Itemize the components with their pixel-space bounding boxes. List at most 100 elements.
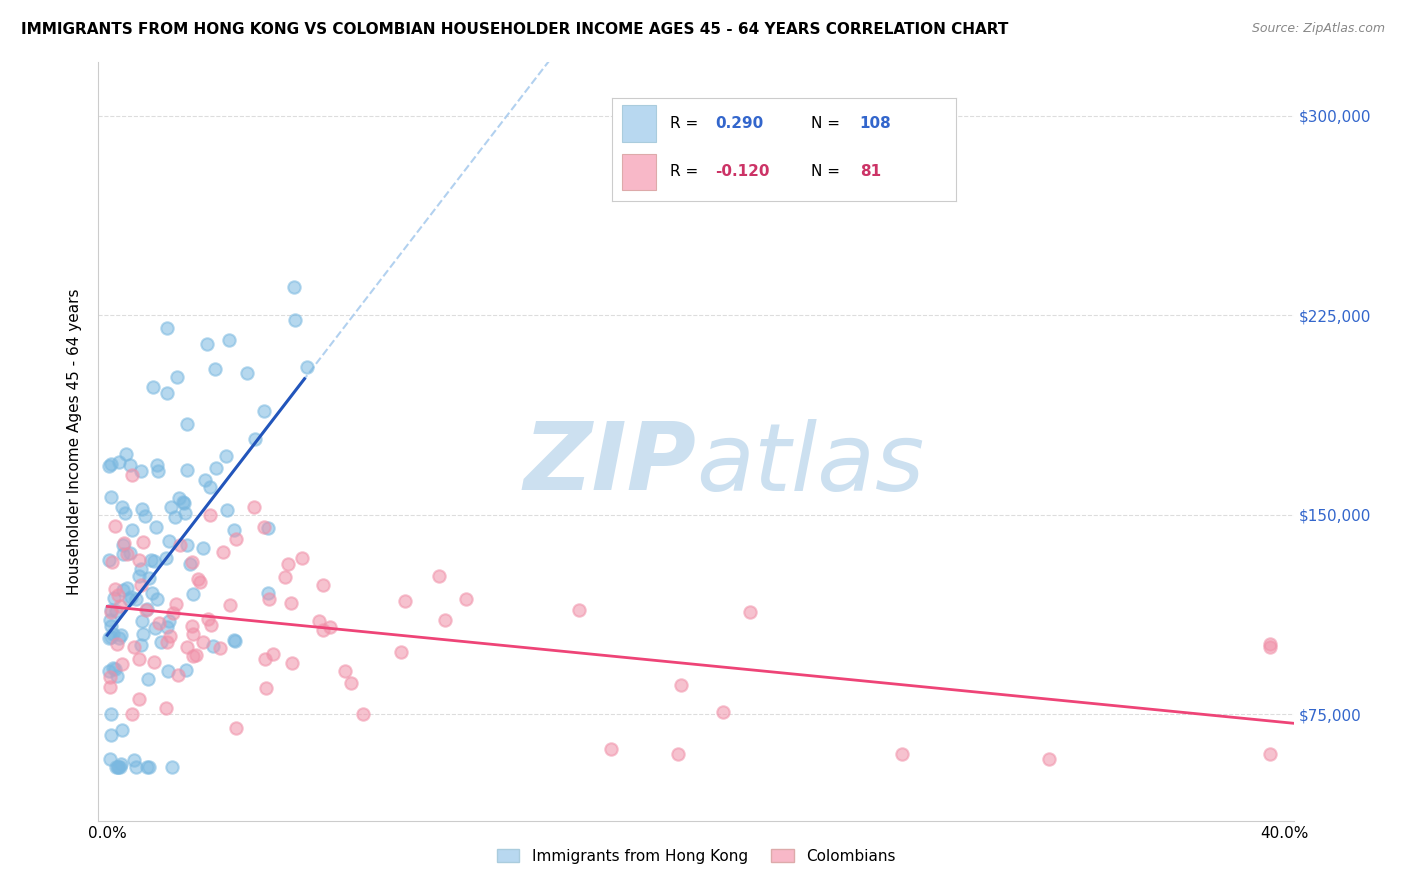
Point <box>176 463 198 477</box>
Point <box>165 597 187 611</box>
Point <box>112 536 135 550</box>
Point <box>160 500 183 515</box>
Point <box>111 723 134 737</box>
Point <box>131 502 153 516</box>
Point <box>274 570 297 584</box>
Point <box>280 596 302 610</box>
Point <box>100 490 122 504</box>
Point <box>173 496 195 510</box>
Point <box>333 664 356 678</box>
Point <box>162 606 184 620</box>
Point <box>308 614 330 628</box>
Point <box>222 523 245 537</box>
Point <box>129 561 152 575</box>
Point <box>111 583 134 598</box>
Point <box>200 618 222 632</box>
Point <box>181 587 204 601</box>
Point <box>98 613 121 627</box>
Point <box>145 520 167 534</box>
Point <box>256 521 278 535</box>
Point <box>121 706 143 721</box>
Point <box>135 603 157 617</box>
Point <box>283 279 305 293</box>
Point <box>176 640 198 655</box>
Point <box>568 603 591 617</box>
Point <box>146 591 169 606</box>
Point <box>111 657 134 671</box>
Point <box>193 541 215 555</box>
Point <box>159 533 181 548</box>
Point <box>243 432 266 446</box>
Point <box>118 592 141 607</box>
Point <box>669 678 692 692</box>
Point <box>215 503 238 517</box>
Point <box>98 631 121 645</box>
Point <box>225 532 247 546</box>
Point <box>115 547 138 561</box>
Point <box>115 581 138 595</box>
Point <box>143 621 166 635</box>
Bar <box>621 105 657 142</box>
Text: atlas: atlas <box>696 418 924 510</box>
Point <box>98 751 121 765</box>
Point <box>167 491 190 505</box>
Point <box>141 553 163 567</box>
Point <box>155 551 177 566</box>
Point <box>181 618 204 632</box>
Point <box>103 627 125 641</box>
Text: ZIP: ZIP <box>523 418 696 510</box>
Point <box>131 614 153 628</box>
Point <box>224 634 246 648</box>
Point <box>104 604 127 618</box>
Point <box>108 599 131 613</box>
Point <box>179 558 201 572</box>
Point <box>427 569 450 583</box>
Point <box>107 760 129 774</box>
Point <box>166 370 188 384</box>
Point <box>97 665 120 679</box>
Point <box>184 648 207 662</box>
Point <box>142 380 165 394</box>
Point <box>291 550 314 565</box>
Point <box>256 586 278 600</box>
Point <box>174 663 197 677</box>
Point <box>157 615 180 629</box>
Point <box>155 701 177 715</box>
Point <box>295 360 318 375</box>
Point <box>208 641 231 656</box>
Text: N =: N = <box>811 116 845 131</box>
Point <box>174 506 197 520</box>
Point <box>136 760 159 774</box>
Bar <box>621 153 657 190</box>
Point <box>110 756 132 771</box>
Y-axis label: Householder Income Ages 45 - 64 years: Householder Income Ages 45 - 64 years <box>67 288 83 595</box>
Point <box>104 518 127 533</box>
Point <box>97 553 120 567</box>
Point <box>100 605 122 619</box>
Point <box>194 473 217 487</box>
Point <box>433 613 456 627</box>
Point <box>1258 747 1281 761</box>
Point <box>219 598 242 612</box>
Point <box>111 547 134 561</box>
Point <box>98 670 121 684</box>
Text: N =: N = <box>811 164 845 179</box>
Point <box>284 313 307 327</box>
Point <box>105 760 128 774</box>
Point <box>110 760 132 774</box>
Point <box>101 660 124 674</box>
Point <box>159 629 181 643</box>
Point <box>115 447 138 461</box>
Point <box>157 664 180 678</box>
Point <box>129 578 152 592</box>
Text: -0.120: -0.120 <box>716 164 769 179</box>
Point <box>107 760 129 774</box>
Point <box>281 657 304 671</box>
Point <box>100 630 122 644</box>
Point <box>141 586 163 600</box>
Point <box>108 631 131 645</box>
Point <box>122 640 145 654</box>
Text: 108: 108 <box>859 116 891 131</box>
Point <box>394 594 416 608</box>
Point <box>197 612 219 626</box>
